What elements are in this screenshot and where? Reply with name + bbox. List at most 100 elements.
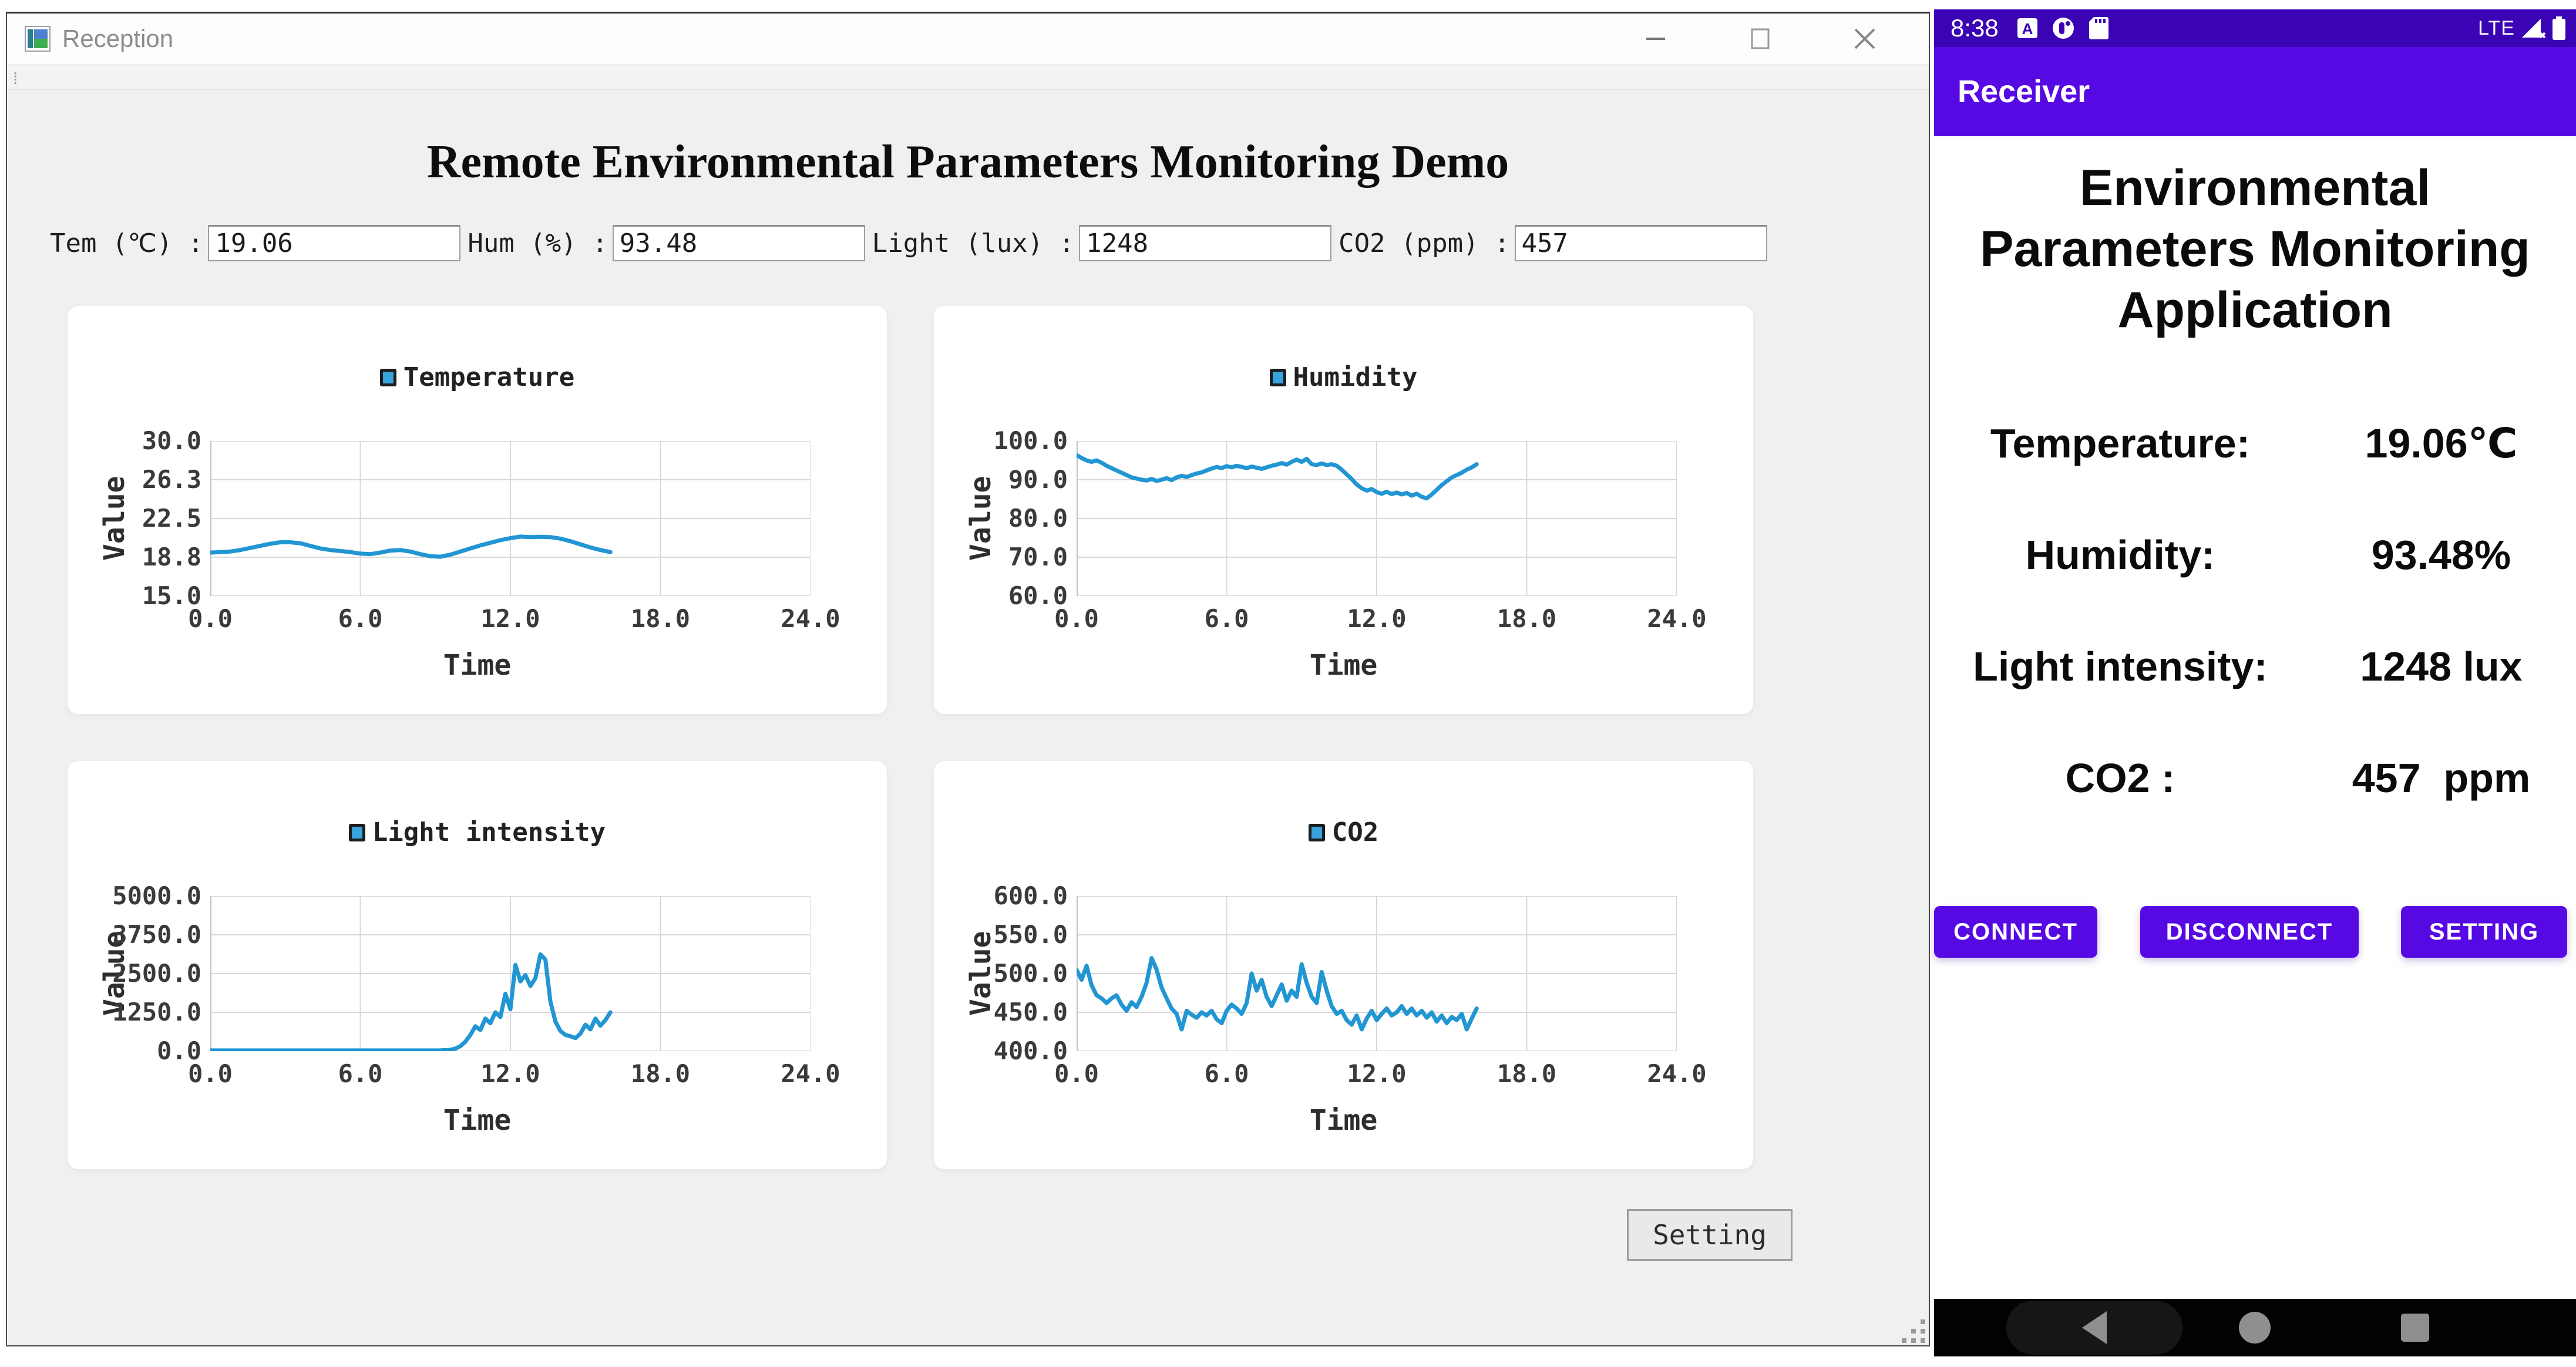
titlebar: Reception — [7, 14, 1929, 64]
x-tick-label: 0.0 — [188, 1059, 233, 1088]
tem-label: Tem (℃) : — [50, 228, 204, 258]
light-label: Light (lux) : — [872, 228, 1075, 258]
phone-appbar: Receiver — [1934, 47, 2576, 136]
temperature-row: Temperature: 19.06℃ — [1934, 411, 2576, 476]
chart-legend: CO2 — [934, 817, 1753, 847]
humidity-row-label: Humidity: — [2025, 532, 2215, 578]
data-usage-icon — [2052, 18, 2074, 39]
y-axis-ticks: 600.0 550.0 500.0 450.0 400.0 — [934, 881, 1068, 1066]
humidity-row-value: 93.48% — [2371, 532, 2511, 578]
y-tick-label: 0.0 — [157, 1036, 201, 1065]
statusbar-time: 8:38 — [1951, 14, 1999, 42]
phone-app-title: Environmental Parameters Monitoring Appl… — [1934, 157, 2576, 341]
x-axis-ticks: 0.0 6.0 12.0 18.0 24.0 — [188, 1059, 840, 1089]
maximize-icon[interactable] — [1708, 14, 1812, 64]
co2-row: CO2 : 457 ppm — [1934, 746, 2576, 810]
x-axis-ticks: 0.0 6.0 12.0 18.0 24.0 — [1054, 604, 1707, 634]
x-tick-label: 6.0 — [338, 604, 383, 633]
y-tick-label: 450.0 — [993, 998, 1068, 1026]
plot-area — [1077, 441, 1677, 596]
disconnect-button[interactable]: DISCONNECT — [2140, 906, 2359, 958]
y-tick-label: 500.0 — [993, 959, 1068, 988]
y-tick-label: 30.0 — [142, 426, 201, 455]
co2-field[interactable] — [1514, 225, 1767, 261]
close-icon[interactable] — [1812, 14, 1917, 64]
sensor-inputs-row: Tem (℃) : Hum (%) : Light (lux) : CO2 (p… — [50, 225, 1767, 261]
x-tick-label: 12.0 — [480, 1059, 540, 1088]
phone-title-line: Application — [2117, 282, 2393, 338]
phone-setting-button[interactable]: SETTING — [2401, 906, 2567, 958]
y-tick-label: 400.0 — [993, 1036, 1068, 1065]
legend-marker-icon — [348, 823, 365, 841]
plot-area — [1077, 896, 1677, 1051]
x-tick-label: 6.0 — [1204, 1059, 1249, 1088]
phone-navbar — [1934, 1299, 2576, 1356]
light-row-label: Light intensity: — [1973, 644, 2268, 689]
legend-label: Temperature — [403, 362, 575, 392]
toolbar: ⁞ — [7, 64, 1929, 90]
recents-icon[interactable] — [2401, 1314, 2429, 1342]
x-axis-title: Time — [443, 1104, 512, 1137]
y-tick-label: 100.0 — [993, 426, 1068, 455]
y-tick-label: 80.0 — [1008, 504, 1068, 533]
back-icon[interactable] — [2082, 1311, 2107, 1344]
connect-button[interactable]: CONNECT — [1934, 906, 2097, 958]
y-tick-label: 2500.0 — [112, 959, 201, 988]
toolbar-grip-icon[interactable]: ⁞ — [13, 68, 18, 89]
x-tick-label: 24.0 — [781, 604, 840, 633]
y-tick-label: 550.0 — [993, 920, 1068, 949]
reception-window: Reception ⁞ Remote Environmental Paramet… — [6, 12, 1930, 1346]
x-axis-title: Time — [1309, 1104, 1378, 1137]
y-tick-label: 70.0 — [1008, 543, 1068, 571]
x-tick-label: 18.0 — [1496, 604, 1557, 633]
humidity-chart-card: Humidity Value 100.0 90.0 80.0 70.0 60.0 0.0… — [934, 306, 1753, 714]
y-tick-label: 5000.0 — [112, 881, 201, 910]
x-tick-label: 12.0 — [1347, 604, 1407, 633]
page-title: Remote Environmental Parameters Monitori… — [426, 136, 1509, 188]
letter-a-icon: A — [2017, 18, 2037, 38]
co2-chart-card: CO2 Value 600.0 550.0 500.0 450.0 400.0 0.0 6… — [934, 761, 1753, 1169]
x-axis-ticks: 0.0 6.0 12.0 18.0 24.0 — [188, 604, 840, 634]
y-tick-label: 600.0 — [993, 881, 1068, 910]
appbar-title: Receiver — [1958, 74, 2090, 109]
tem-field[interactable] — [208, 225, 461, 261]
y-tick-label: 18.8 — [142, 543, 201, 571]
x-tick-label: 18.0 — [630, 1059, 691, 1088]
x-tick-label: 12.0 — [480, 604, 540, 633]
statusbar-right-icons: LTE — [2478, 15, 2567, 41]
chart-legend: Light intensity — [68, 817, 887, 847]
y-tick-label: 3750.0 — [112, 920, 201, 949]
legend-label: Humidity — [1293, 362, 1418, 392]
x-tick-label: 6.0 — [1204, 604, 1249, 633]
hum-field[interactable] — [612, 225, 865, 261]
co2-label: CO2 (ppm) : — [1339, 228, 1510, 258]
resize-grip-icon[interactable] — [1892, 1310, 1925, 1343]
light-field[interactable] — [1079, 225, 1332, 261]
x-axis-ticks: 0.0 6.0 12.0 18.0 24.0 — [1054, 1059, 1707, 1089]
x-tick-label: 0.0 — [188, 604, 233, 633]
y-axis-ticks: 100.0 90.0 80.0 70.0 60.0 — [934, 426, 1068, 611]
y-tick-label: 60.0 — [1008, 581, 1068, 610]
x-tick-label: 0.0 — [1054, 604, 1099, 633]
legend-marker-icon — [1269, 368, 1286, 386]
battery-icon — [2553, 16, 2565, 40]
legend-marker-icon — [1308, 823, 1325, 841]
hum-label: Hum (%) : — [468, 228, 608, 258]
minimize-icon[interactable] — [1603, 14, 1708, 64]
x-tick-label: 18.0 — [630, 604, 691, 633]
plot-area — [210, 896, 811, 1051]
y-tick-label: 1250.0 — [112, 998, 201, 1026]
window-controls — [1603, 14, 1917, 64]
co2-row-value: 457 ppm — [2352, 755, 2531, 801]
y-tick-label: 26.3 — [142, 465, 201, 494]
lte-label: LTE — [2478, 16, 2515, 39]
home-icon[interactable] — [2239, 1312, 2271, 1344]
x-axis-title: Time — [443, 649, 512, 682]
chart-legend: Temperature — [68, 362, 887, 392]
legend-label: CO2 — [1331, 817, 1379, 847]
light-row: Light intensity: 1248 lux — [1934, 634, 2576, 699]
setting-button[interactable]: Setting — [1627, 1209, 1793, 1261]
temperature-row-value: 19.06℃ — [2365, 420, 2518, 466]
light-chart-card: Light intensity Value 5000.0 3750.0 2500.0… — [68, 761, 887, 1169]
window-title: Reception — [62, 25, 174, 52]
